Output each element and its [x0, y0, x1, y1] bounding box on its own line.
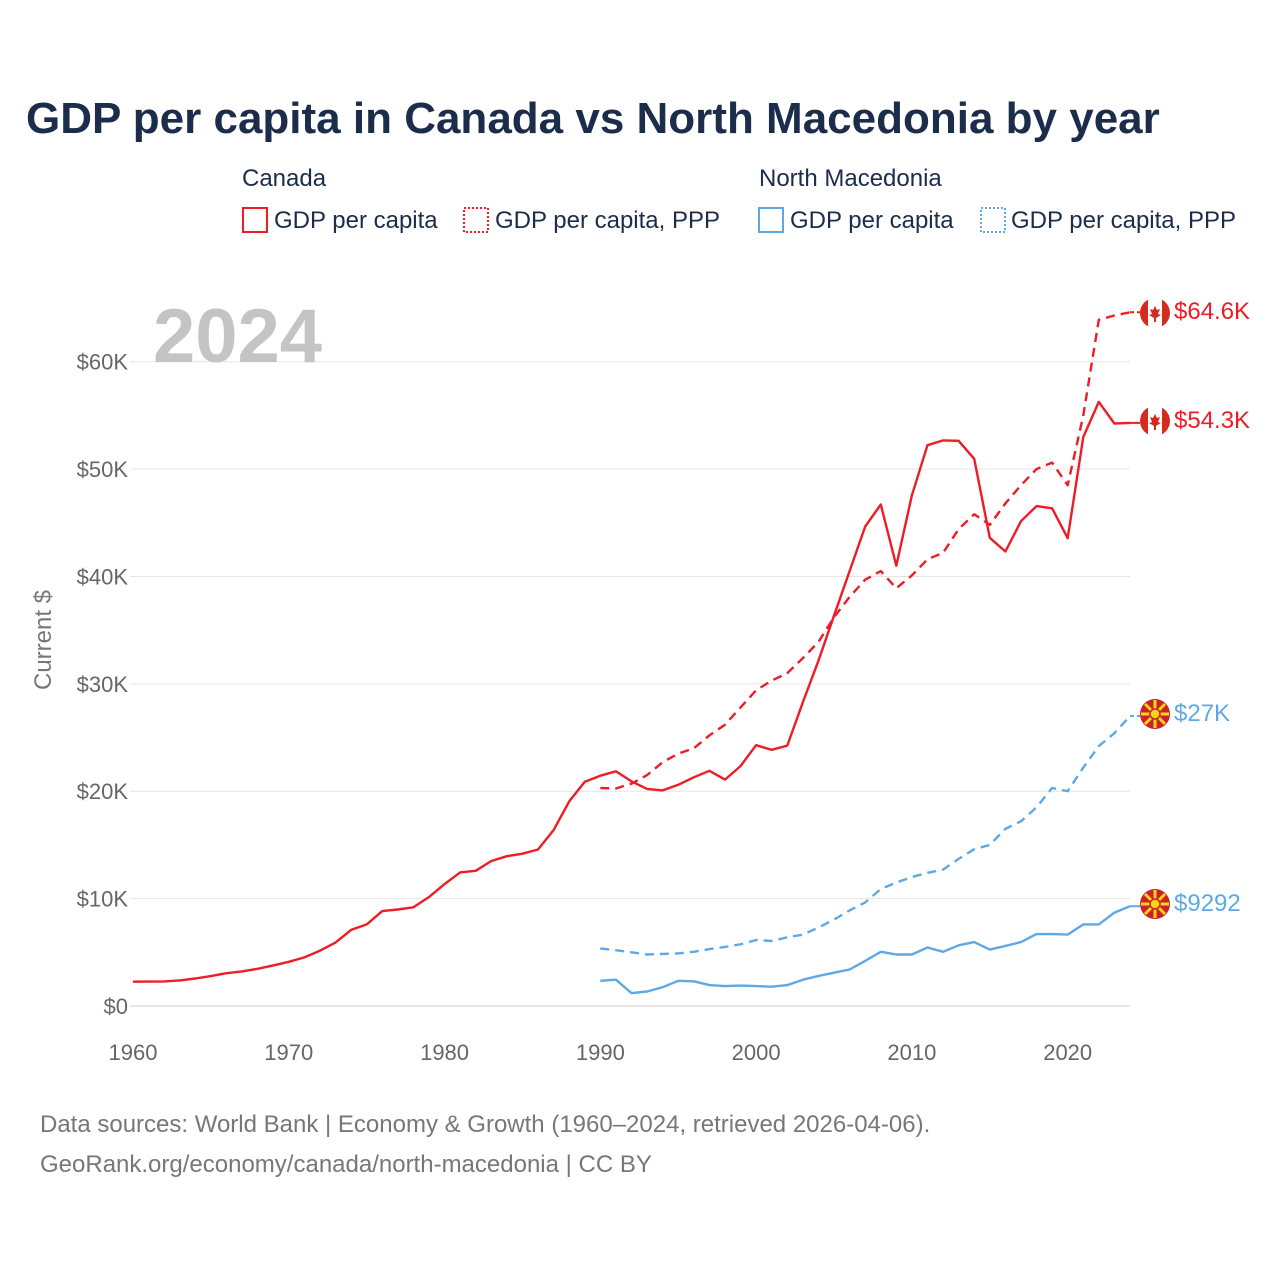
legend-item-canada-ppp: GDP per capita, PPP [495, 207, 720, 234]
y-axis-label: Current $ [30, 590, 57, 690]
legend-group-canada: Canada [242, 165, 327, 192]
x-tick-label: 1970 [264, 1040, 313, 1065]
y-tick-label: $20K [77, 779, 129, 804]
x-tick-label: 1990 [576, 1040, 625, 1065]
legend-item-canada-gdp: GDP per capita [274, 207, 438, 234]
data-source-note: Data sources: World Bank | Economy & Gro… [40, 1111, 930, 1138]
x-axis-ticks: 1960 1970 1980 1990 2000 2010 2020 [109, 1040, 1093, 1065]
y-tick-label: $60K [77, 350, 129, 375]
end-label-mk-gdp: $9292 [1174, 890, 1241, 917]
legend-item-mk-gdp: GDP per capita [790, 207, 954, 234]
legend-swatch-mk-solid [758, 207, 784, 233]
x-tick-label: 1980 [420, 1040, 469, 1065]
y-tick-label: $50K [77, 457, 129, 482]
legend-swatch-mk-dashed [980, 207, 1006, 233]
chart-title: GDP per capita in Canada vs North Macedo… [26, 94, 1160, 143]
north-macedonia-flag-icon [1140, 889, 1170, 919]
current-year-watermark: 2024 [153, 294, 322, 379]
legend-group-north-macedonia: North Macedonia [759, 165, 942, 192]
canada-flag-icon [1140, 406, 1170, 436]
series-line-north_macedonia-solid [600, 905, 1131, 995]
north-macedonia-flag-icon [1140, 699, 1170, 729]
source-url: GeoRank.org/economy/canada/north-macedon… [40, 1151, 652, 1178]
series-line-north_macedonia-dashed [600, 715, 1131, 956]
series-lines [132, 311, 1140, 995]
end-label-canada-gdp: $54.3K [1174, 407, 1250, 434]
legend-swatch-canada-dashed [463, 207, 489, 233]
gridlines [130, 361, 1130, 1007]
y-tick-label: $0 [104, 994, 128, 1019]
y-axis-ticks: $0 $10K $20K $30K $40K $50K $60K [77, 350, 129, 1019]
series-line-canada-dashed [600, 311, 1131, 790]
end-label-canada-ppp: $64.6K [1174, 298, 1250, 325]
x-tick-label: 2020 [1043, 1040, 1092, 1065]
legend: Canada GDP per capita GDP per capita, PP… [242, 165, 1236, 234]
canada-flag-icon [1140, 298, 1170, 328]
legend-swatch-canada-solid [242, 207, 268, 233]
series-line-canada-solid [132, 400, 1131, 983]
y-tick-label: $40K [77, 564, 129, 589]
x-tick-label: 2010 [887, 1040, 936, 1065]
x-tick-label: 2000 [732, 1040, 781, 1065]
end-label-mk-ppp: $27K [1174, 700, 1230, 727]
legend-item-mk-ppp: GDP per capita, PPP [1011, 207, 1236, 234]
y-tick-label: $30K [77, 672, 129, 697]
y-tick-label: $10K [77, 887, 129, 912]
x-tick-label: 1960 [109, 1040, 158, 1065]
